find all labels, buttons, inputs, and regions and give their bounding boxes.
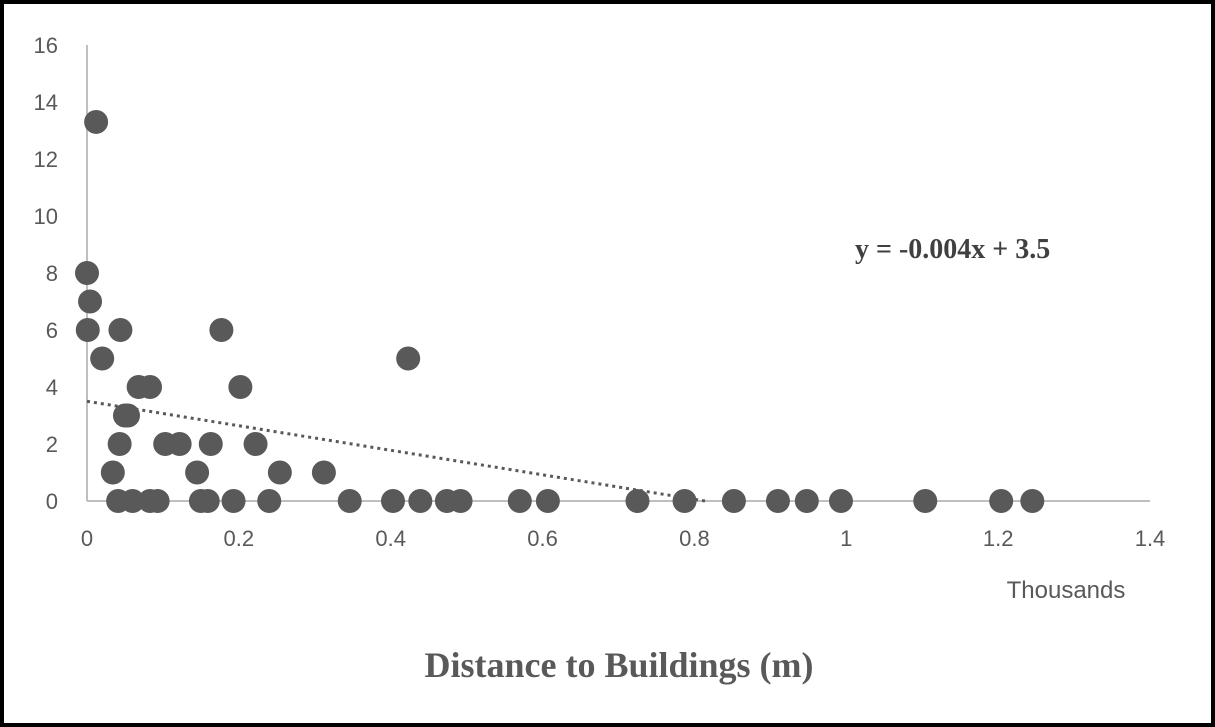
y-tick-label: 0: [46, 489, 58, 514]
data-point: [221, 489, 246, 513]
data-point: [145, 489, 170, 513]
data-point: [138, 375, 163, 399]
data-point: [78, 289, 103, 314]
data-point: [75, 318, 100, 342]
y-tick-label: 16: [34, 33, 58, 58]
x-tick-label: 1: [840, 526, 852, 551]
x-axis-units-label: Thousands: [1007, 577, 1126, 604]
x-tick-label: 0.6: [527, 526, 558, 551]
data-point: [989, 489, 1014, 513]
data-point: [116, 403, 141, 428]
data-point: [794, 489, 819, 513]
data-point: [396, 346, 421, 371]
data-point: [828, 489, 853, 513]
data-point: [311, 460, 336, 485]
data-point: [209, 318, 234, 342]
data-point: [721, 489, 746, 513]
data-point: [337, 489, 362, 513]
data-point: [243, 432, 268, 456]
data-point: [408, 489, 433, 513]
data-point: [84, 109, 109, 134]
x-tick-label: 0.4: [375, 526, 406, 551]
x-tick-label: 1.2: [983, 526, 1014, 551]
x-tick-label: 0.2: [224, 526, 255, 551]
data-point: [90, 346, 115, 371]
data-point: [507, 489, 532, 513]
y-tick-label: 6: [46, 318, 58, 343]
data-point: [765, 489, 790, 513]
data-point: [380, 489, 405, 513]
data-point: [913, 489, 938, 513]
x-tick-label: 0: [81, 526, 93, 551]
data-point: [257, 489, 282, 513]
axes: [86, 45, 1150, 502]
data-point: [108, 318, 133, 342]
y-tick-label: 14: [34, 90, 58, 115]
data-point: [1020, 489, 1045, 513]
data-point: [535, 489, 560, 513]
data-point: [672, 489, 697, 513]
data-point: [107, 432, 132, 456]
tick-labels: 0 2 4 6 8 10 12 14 16 0 0.2 0.4 0.6 0.8 1 1.2 1.4: [34, 33, 1166, 551]
data-point: [120, 489, 145, 513]
data-point: [198, 432, 223, 456]
data-points: [75, 109, 1045, 513]
y-tick-label: 4: [46, 375, 58, 400]
data-point: [267, 460, 292, 485]
data-point: [167, 432, 192, 456]
y-tick-label: 12: [34, 147, 58, 172]
data-point: [195, 489, 220, 513]
y-tick-label: 2: [46, 432, 58, 457]
data-point: [448, 489, 473, 513]
y-tick-label: 10: [34, 204, 58, 229]
data-point: [100, 460, 125, 485]
x-tick-label: 1.4: [1135, 526, 1166, 551]
y-tick-label: 8: [46, 261, 58, 286]
trendline-equation: y = -0.004x + 3.5: [855, 234, 1050, 265]
data-point: [185, 460, 210, 485]
x-axis-title: Distance to Buildings (m): [424, 645, 813, 685]
data-point: [625, 489, 650, 513]
data-point: [228, 375, 253, 399]
x-tick-label: 0.8: [679, 526, 710, 551]
data-point: [75, 261, 99, 285]
